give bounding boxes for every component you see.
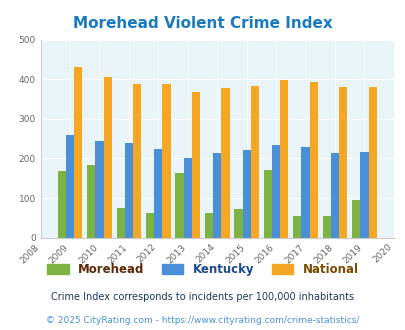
Bar: [338, 87, 346, 238]
Bar: [124, 143, 133, 238]
Bar: [250, 86, 258, 238]
Legend: Morehead, Kentucky, National: Morehead, Kentucky, National: [43, 258, 362, 281]
Bar: [221, 88, 229, 238]
Bar: [146, 214, 154, 238]
Bar: [116, 208, 124, 238]
Bar: [309, 82, 317, 238]
Bar: [74, 67, 82, 238]
Bar: [368, 87, 376, 238]
Bar: [279, 81, 288, 238]
Bar: [95, 141, 103, 238]
Bar: [87, 165, 95, 238]
Bar: [213, 153, 221, 238]
Text: © 2025 CityRating.com - https://www.cityrating.com/crime-statistics/: © 2025 CityRating.com - https://www.city…: [46, 315, 359, 325]
Text: Morehead Violent Crime Index: Morehead Violent Crime Index: [73, 16, 332, 31]
Bar: [58, 171, 66, 238]
Bar: [192, 92, 200, 238]
Bar: [351, 200, 359, 238]
Bar: [301, 147, 309, 238]
Bar: [205, 214, 213, 238]
Bar: [66, 135, 74, 238]
Bar: [242, 150, 250, 238]
Bar: [322, 216, 330, 238]
Bar: [359, 152, 368, 238]
Bar: [162, 84, 170, 238]
Bar: [133, 84, 141, 238]
Bar: [154, 149, 162, 238]
Text: Crime Index corresponds to incidents per 100,000 inhabitants: Crime Index corresponds to incidents per…: [51, 292, 354, 302]
Bar: [183, 158, 192, 238]
Bar: [292, 216, 301, 238]
Bar: [103, 77, 111, 238]
Bar: [271, 145, 279, 238]
Bar: [234, 209, 242, 238]
Bar: [330, 153, 338, 238]
Bar: [263, 170, 271, 238]
Bar: [175, 173, 183, 238]
